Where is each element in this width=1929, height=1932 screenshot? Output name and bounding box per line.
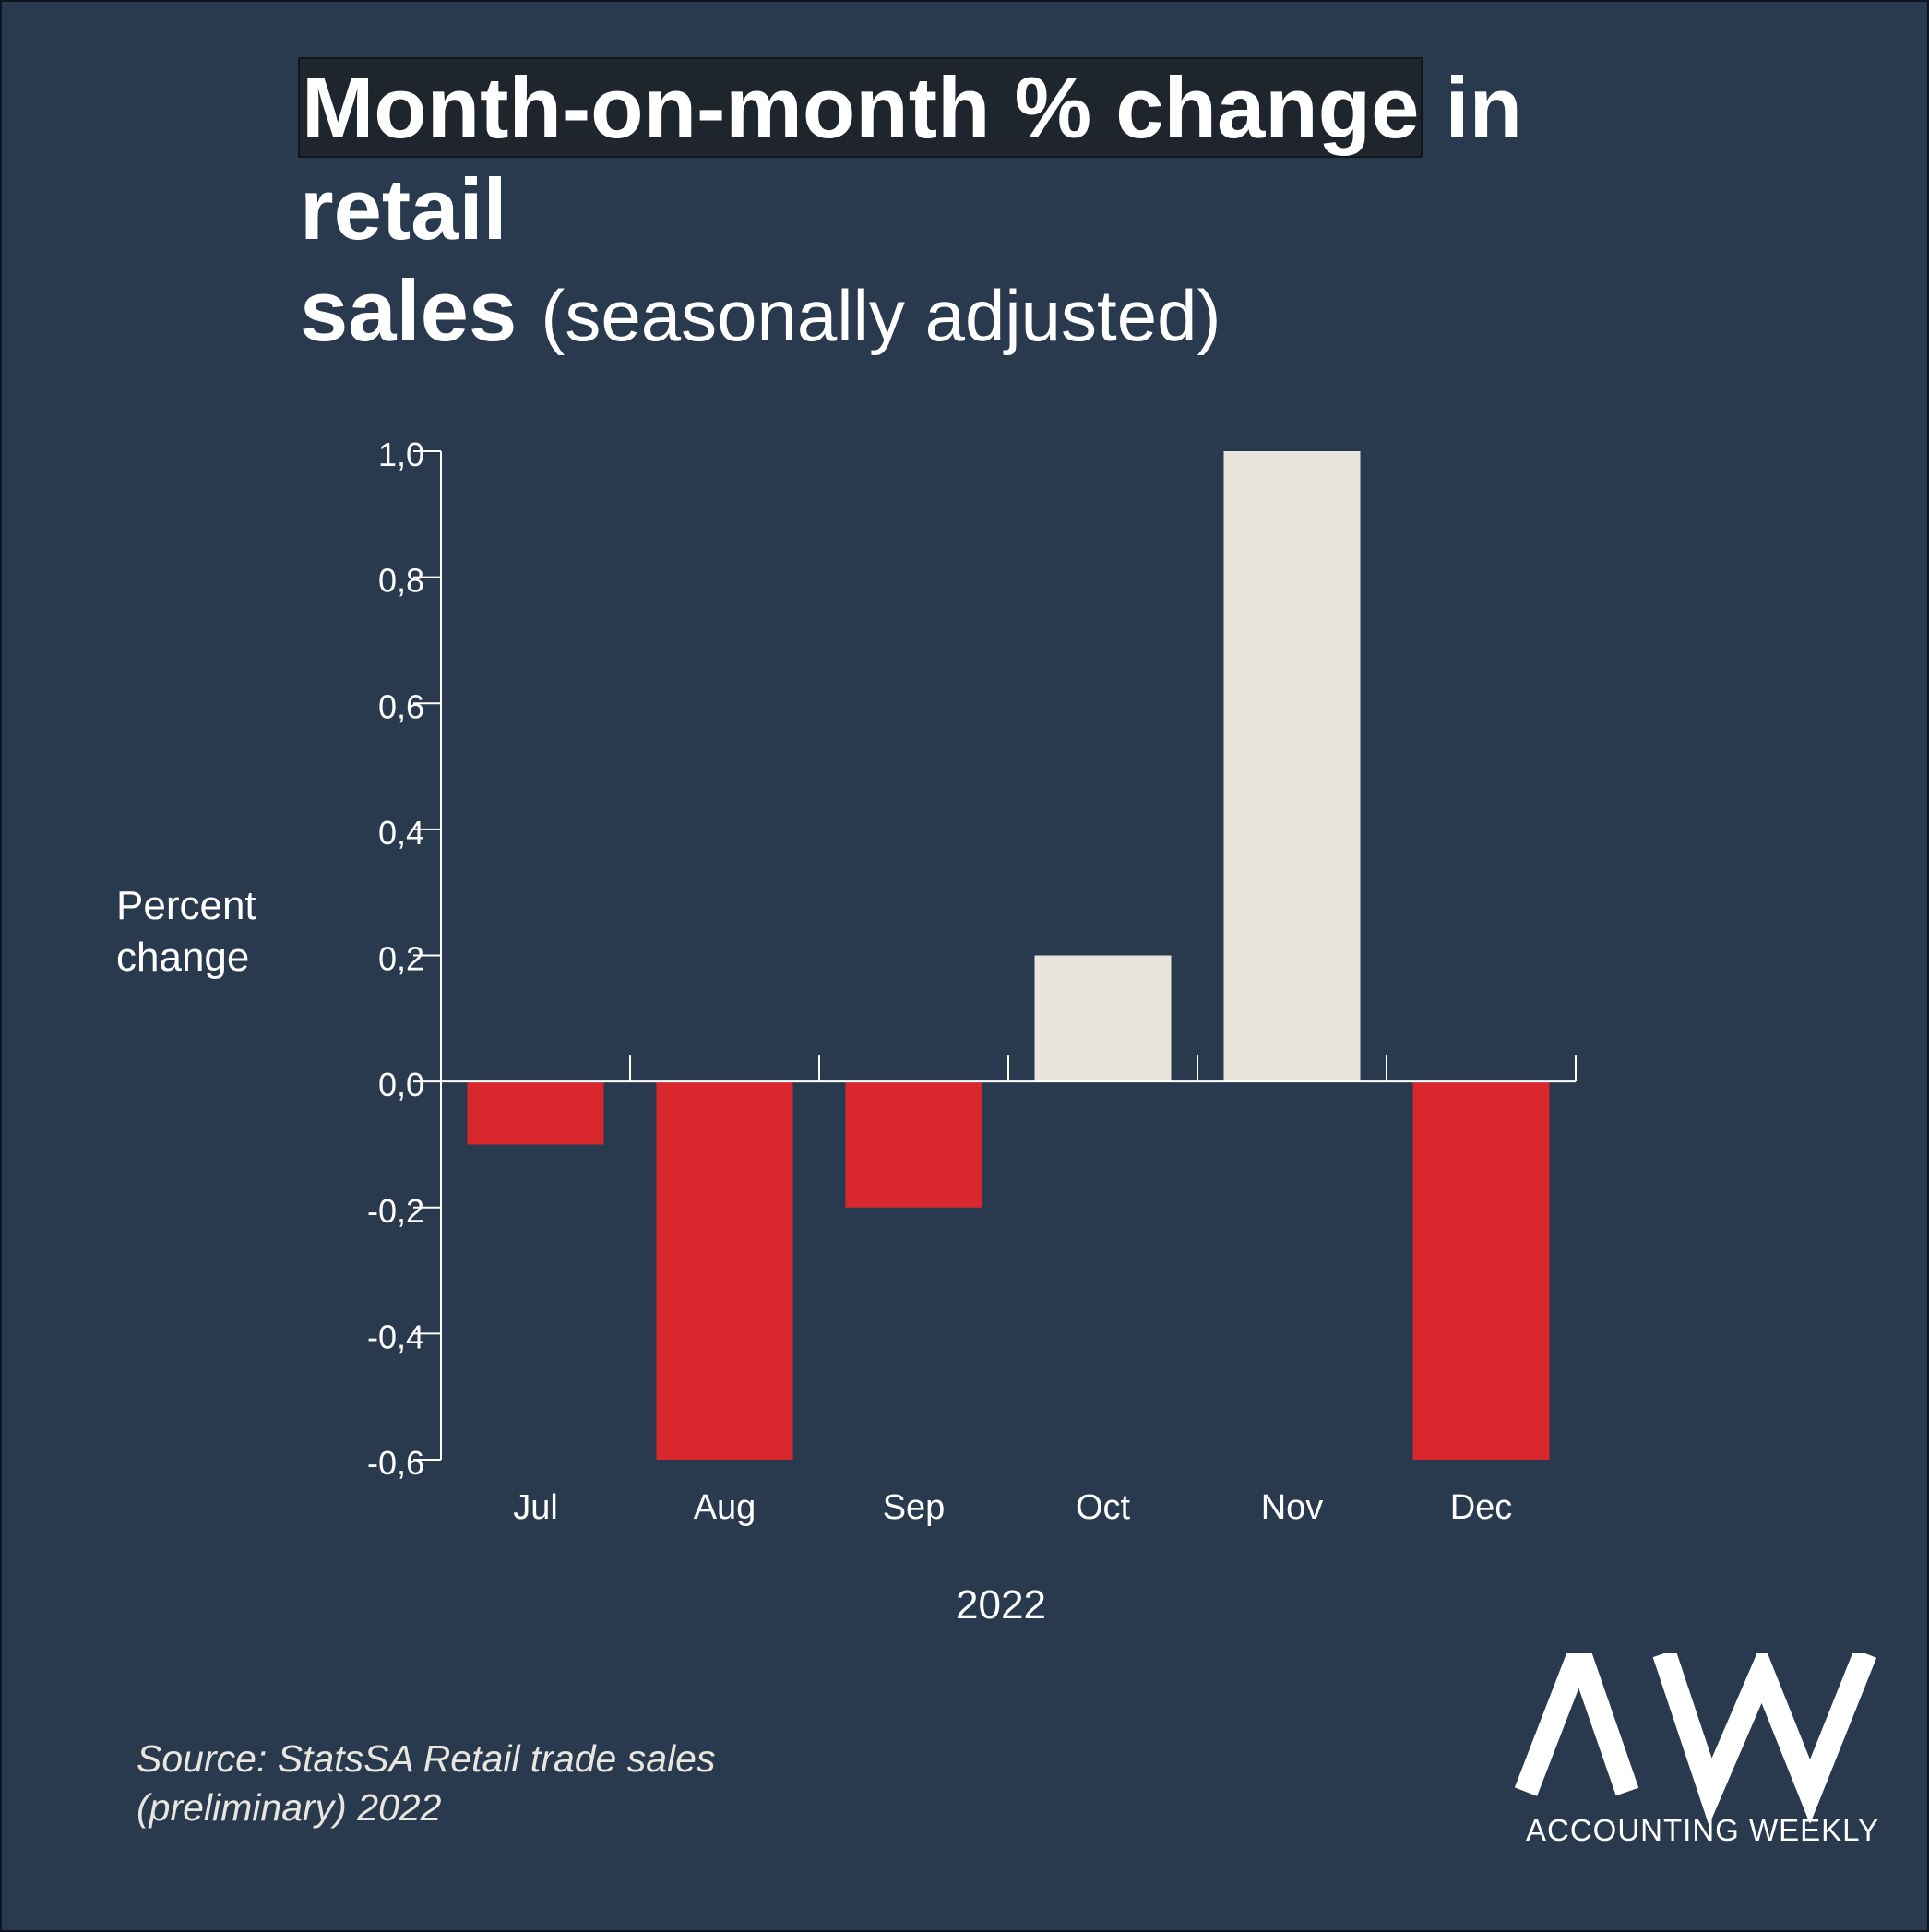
y-axis-label-line1: Percent bbox=[116, 883, 256, 928]
source-line2: (preliminary) 2022 bbox=[137, 1786, 442, 1829]
y-tick-label: 0,2 bbox=[378, 940, 424, 978]
x-tick-label-dec: Dec bbox=[1450, 1488, 1513, 1527]
source-note: Source: StatsSA Retail trade sales (prel… bbox=[137, 1735, 782, 1832]
bar-sep bbox=[845, 1081, 982, 1208]
x-tick-label-aug: Aug bbox=[694, 1488, 756, 1527]
y-tick-label: -0,6 bbox=[367, 1444, 424, 1482]
title-line2-light: (seasonally adjusted) bbox=[541, 275, 1221, 356]
y-tick-label: 0,4 bbox=[378, 814, 424, 852]
x-tick-label-nov: Nov bbox=[1261, 1488, 1324, 1527]
x-axis-label: 2022 bbox=[956, 1582, 1046, 1628]
y-tick-label: -0,4 bbox=[367, 1318, 424, 1355]
logo-text: ACCOUNTING WEEKLY bbox=[1526, 1813, 1880, 1847]
axes-group: Jul Aug Sep Oct Nov Dec -0,6 -0,4 -0,2 0,0 0,2 0,4 0… bbox=[367, 435, 1577, 1527]
y-tick-label: 0,8 bbox=[378, 562, 424, 600]
chart-title: Month-on-month % change in retail sales … bbox=[297, 57, 1739, 366]
bars-group bbox=[467, 451, 1550, 1460]
title-rest: in retail bbox=[300, 59, 1523, 257]
y-tick-label: -0,2 bbox=[367, 1192, 424, 1230]
title-highlight: Month-on-month % change bbox=[297, 57, 1423, 158]
bar-jul bbox=[467, 1081, 604, 1145]
source-line1: Source: StatsSA Retail trade sales bbox=[137, 1737, 716, 1780]
y-axis-label-line2: change bbox=[116, 935, 249, 980]
x-tick-label-oct: Oct bbox=[1076, 1488, 1131, 1527]
y-tick-label: 0,0 bbox=[378, 1066, 424, 1103]
y-tick-label: 0,6 bbox=[378, 687, 424, 725]
y-tick-label: 1,0 bbox=[378, 435, 424, 473]
bar-oct bbox=[1034, 955, 1172, 1082]
bar-nov bbox=[1223, 451, 1361, 1082]
aw-logo-icon bbox=[1515, 1653, 1877, 1826]
bar-aug bbox=[656, 1081, 793, 1460]
x-tick-label-sep: Sep bbox=[883, 1488, 946, 1527]
x-tick-label-jul: Jul bbox=[513, 1488, 558, 1527]
bar-dec bbox=[1412, 1081, 1550, 1460]
title-line2-bold: sales bbox=[300, 262, 518, 359]
